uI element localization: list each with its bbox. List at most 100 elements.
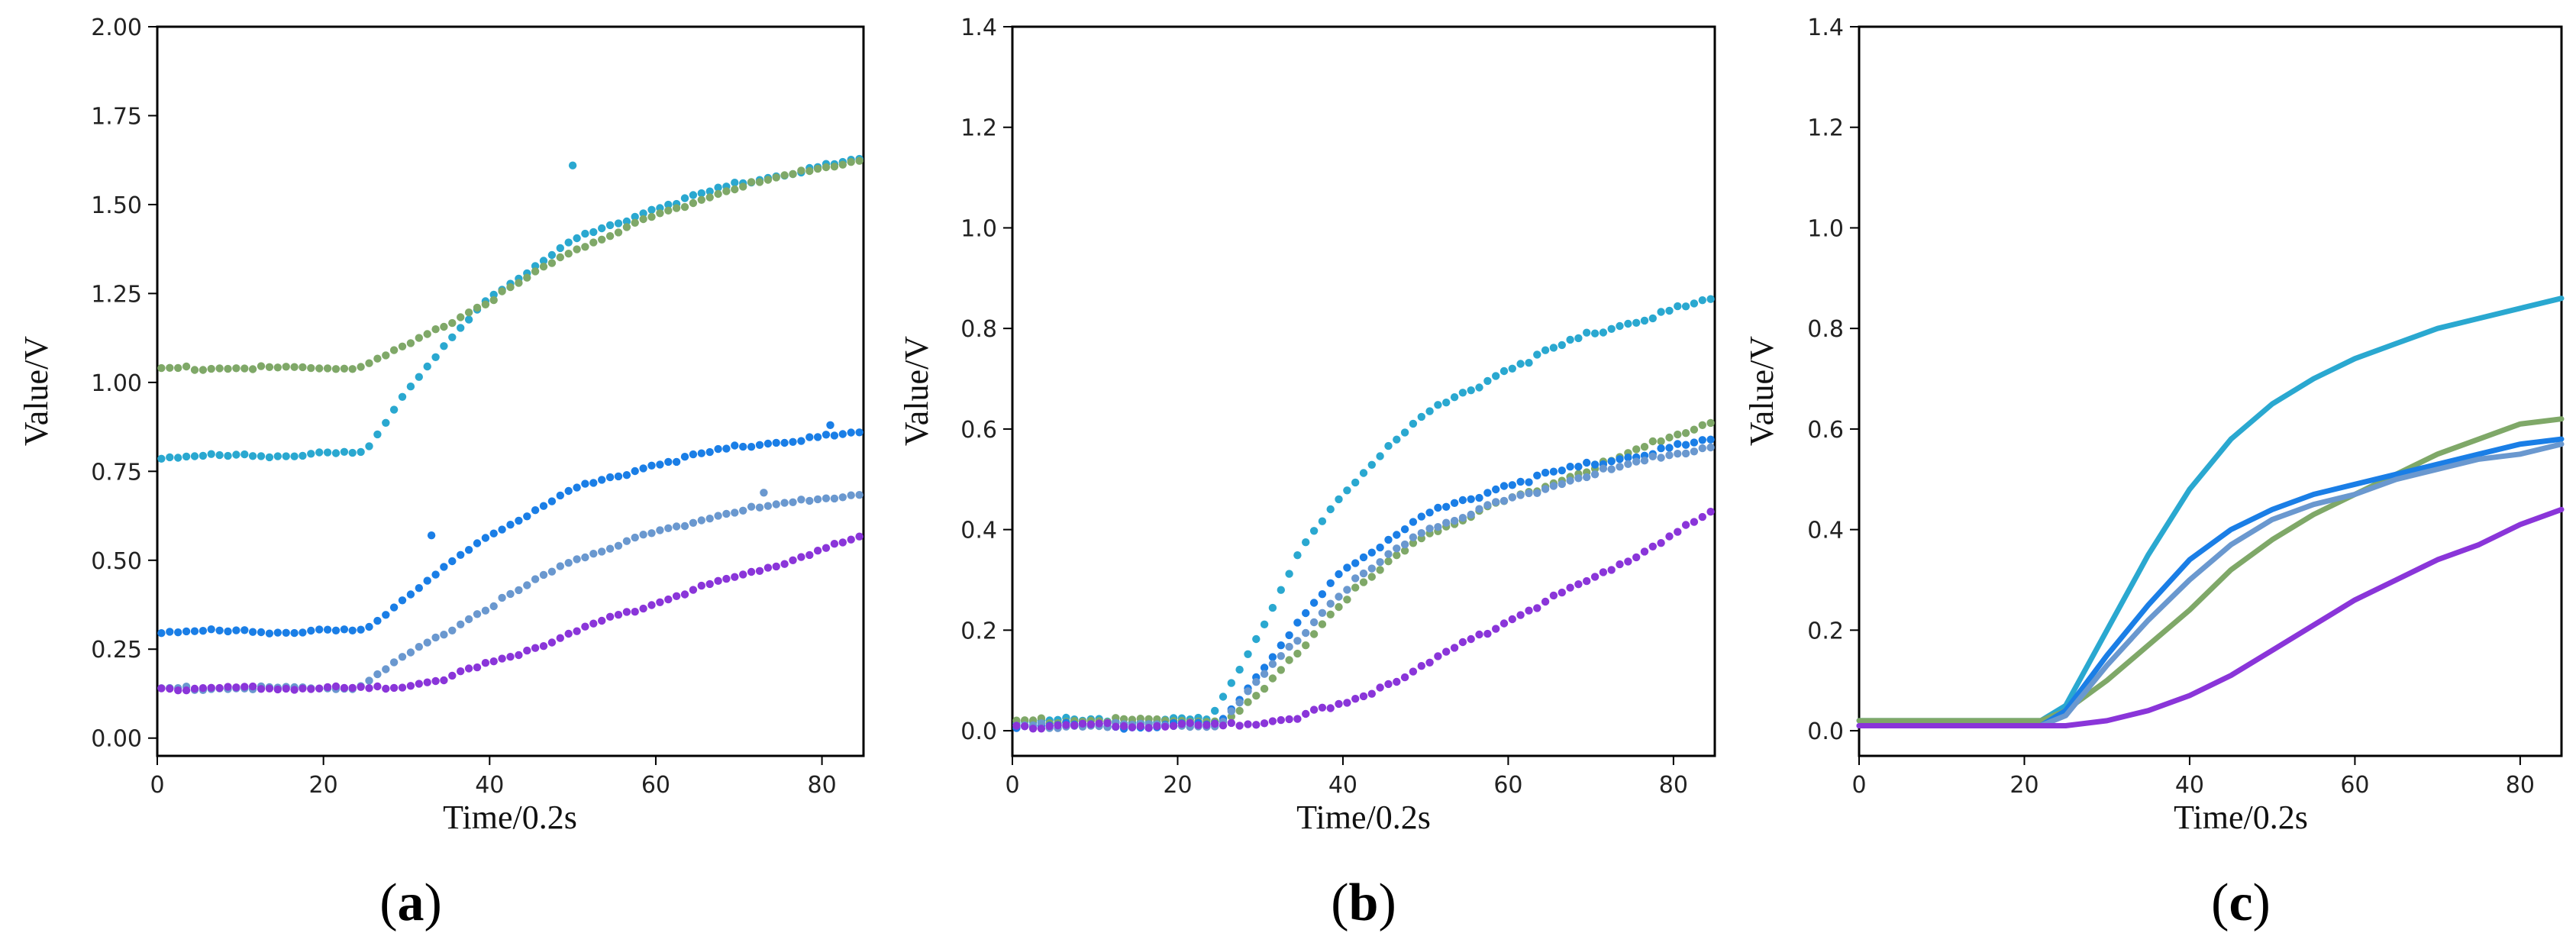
point-olive bbox=[457, 313, 465, 321]
point-purple bbox=[714, 576, 722, 585]
point-steel bbox=[1648, 452, 1657, 460]
point-teal bbox=[1674, 302, 1682, 311]
point-steel bbox=[1632, 457, 1641, 466]
point-teal bbox=[240, 450, 249, 459]
point-olive bbox=[838, 160, 847, 169]
point-olive bbox=[331, 365, 341, 373]
point-purple bbox=[1525, 606, 1533, 615]
point-olive bbox=[789, 170, 797, 179]
point-blue bbox=[1384, 535, 1393, 544]
point-steel bbox=[473, 610, 482, 618]
point-blue bbox=[382, 611, 390, 619]
point-olive bbox=[1285, 656, 1293, 664]
point-blue bbox=[680, 453, 689, 461]
point-olive bbox=[398, 342, 407, 350]
point-steel bbox=[755, 503, 764, 512]
y-tick-label-c: 1.0 bbox=[1807, 215, 1844, 242]
point-blue bbox=[547, 497, 557, 505]
point-blue bbox=[240, 626, 249, 634]
point-olive bbox=[1252, 692, 1261, 700]
point-steel bbox=[838, 493, 847, 502]
point-blue bbox=[1458, 496, 1467, 505]
point-olive bbox=[672, 204, 681, 212]
point-steel bbox=[1351, 574, 1360, 583]
point-purple bbox=[581, 622, 589, 631]
point-teal bbox=[357, 447, 365, 457]
point-blue bbox=[207, 625, 215, 634]
point-steel bbox=[506, 589, 515, 599]
plot-area-c bbox=[1858, 25, 2563, 757]
point-purple bbox=[797, 553, 805, 561]
point-purple bbox=[389, 683, 399, 693]
point-teal bbox=[290, 452, 299, 460]
point-teal bbox=[1665, 306, 1674, 315]
point-teal bbox=[1318, 517, 1327, 525]
point-purple bbox=[1194, 721, 1202, 729]
point-olive bbox=[631, 218, 639, 227]
point-blue bbox=[406, 590, 415, 599]
point-steel bbox=[1549, 482, 1558, 490]
point-steel bbox=[365, 676, 373, 685]
point-olive bbox=[240, 364, 249, 373]
point-teal bbox=[1583, 328, 1591, 337]
point-blue bbox=[331, 626, 341, 634]
point-purple bbox=[1640, 547, 1649, 556]
point-blue bbox=[1335, 570, 1343, 579]
point-teal bbox=[547, 250, 557, 260]
point-purple bbox=[789, 556, 797, 564]
point-teal bbox=[282, 452, 290, 460]
point-purple bbox=[174, 686, 182, 695]
point-purple bbox=[1376, 683, 1384, 692]
point-steel bbox=[464, 615, 473, 624]
point-blue bbox=[1607, 457, 1616, 466]
point-purple bbox=[1467, 634, 1475, 644]
y-tick-label-a: 1.50 bbox=[91, 192, 142, 219]
point-steel bbox=[605, 544, 615, 553]
point-steel bbox=[664, 524, 673, 532]
point-steel bbox=[747, 502, 756, 511]
point-blue bbox=[1367, 548, 1377, 557]
point-steel bbox=[1681, 449, 1690, 458]
point-purple bbox=[1616, 560, 1624, 569]
y-axis-label-c: Value/V bbox=[1743, 336, 1780, 446]
point-purple bbox=[1219, 722, 1228, 730]
point-teal bbox=[556, 244, 564, 253]
x-axis-label-c: Time/0.2s bbox=[2174, 799, 2308, 836]
point-olive bbox=[515, 279, 523, 287]
point-blue bbox=[1681, 441, 1690, 449]
point-teal bbox=[573, 234, 581, 243]
point-teal bbox=[232, 450, 240, 459]
point-steel bbox=[1698, 444, 1706, 453]
point-blue bbox=[182, 627, 191, 636]
point-blue bbox=[1277, 641, 1286, 650]
point-steel bbox=[1599, 464, 1608, 473]
point-purple bbox=[1393, 677, 1401, 686]
point-olive bbox=[822, 163, 831, 172]
point-purple bbox=[1153, 722, 1161, 731]
point-blue bbox=[1351, 559, 1360, 567]
point-steel bbox=[1309, 618, 1319, 627]
point-purple bbox=[1169, 722, 1178, 730]
data-lines-c bbox=[1856, 295, 2565, 728]
point-purple bbox=[1541, 597, 1550, 606]
point-olive bbox=[1359, 578, 1368, 586]
point-teal bbox=[581, 229, 589, 238]
point-purple bbox=[822, 544, 831, 552]
chart-panel-a: 0 20 40 60 80 0.00 0.25 0.50 0.75 1.00 1.25 1.50 1.… bbox=[18, 15, 865, 932]
point-olive bbox=[207, 364, 215, 373]
point-blue bbox=[1657, 444, 1665, 453]
point-purple bbox=[457, 667, 465, 676]
point-purple bbox=[340, 683, 349, 693]
point-purple bbox=[473, 663, 482, 672]
y-axis-ticks-a: 0.00 0.25 0.50 0.75 1.00 1.25 1.50 1.75 2.00 bbox=[91, 15, 157, 753]
point-olive bbox=[423, 330, 431, 338]
y-tick-label-c: 1.2 bbox=[1807, 115, 1844, 142]
point-teal bbox=[622, 217, 631, 226]
point-teal bbox=[1475, 383, 1483, 392]
point-teal bbox=[1624, 319, 1632, 328]
point-olive bbox=[166, 363, 174, 372]
point-steel bbox=[822, 494, 831, 502]
panel-label-a: (a) bbox=[379, 873, 442, 932]
point-purple bbox=[506, 653, 515, 661]
point-olive bbox=[440, 322, 448, 331]
